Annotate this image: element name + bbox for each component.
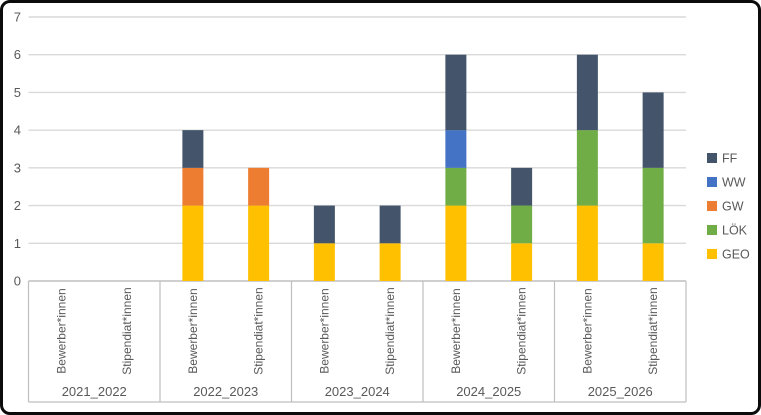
bar-segment-ff	[379, 205, 401, 244]
legend-item-ff: FF	[707, 152, 738, 166]
y-tick-label: 0	[14, 274, 21, 289]
y-tick-label: 1	[14, 236, 21, 251]
legend-item-lök: LÖK	[707, 224, 748, 238]
y-tick-label: 5	[14, 85, 21, 100]
legend-item-geo: GEO	[707, 248, 750, 262]
bar-segment-lök	[576, 130, 598, 206]
y-tick-label: 7	[14, 10, 21, 25]
subcategory-label: Stipendiat*innen	[252, 287, 266, 374]
subcategory-label: Bewerber*innen	[186, 288, 200, 373]
bar-segment-ff	[642, 92, 664, 168]
bar-segment-geo	[248, 205, 270, 281]
bar-segment-ff	[511, 167, 533, 206]
bar-segment-ff	[182, 130, 204, 168]
subcategory-label: Bewerber*innen	[449, 288, 463, 373]
subcategory-label: Bewerber*innen	[580, 288, 594, 373]
legend-swatch-icon	[707, 201, 717, 211]
y-tick-label: 4	[14, 123, 21, 138]
y-axis-tick-labels: 0 1 2 3 4 5 6 7	[14, 10, 21, 289]
group-label: 2021_2022	[62, 384, 127, 399]
group-label: 2022_2023	[193, 384, 258, 399]
bar-segment-ff	[445, 54, 467, 131]
legend-label: WW	[722, 176, 746, 190]
legend-swatch-icon	[707, 177, 717, 187]
legend-item-gw: GW	[707, 200, 744, 214]
subcategory-labels: Bewerber*innen Stipendiat*innen Bewerber*i…	[54, 287, 660, 374]
legend-swatch-icon	[707, 225, 717, 235]
bar-segment-ff	[576, 54, 598, 131]
subcategory-label: Bewerber*innen	[317, 288, 331, 373]
legend-label: LÖK	[722, 224, 748, 238]
y-tick-label: 2	[14, 198, 21, 213]
y-tick-label: 6	[14, 47, 21, 62]
bar-segment-geo	[379, 243, 401, 281]
subcategory-label: Stipendiat*innen	[515, 287, 529, 374]
bar-segment-geo	[445, 205, 467, 281]
legend: FF WW GW LÖK GEO	[707, 152, 750, 262]
bar-segment-gw	[182, 167, 204, 206]
bar-segment-lök	[511, 205, 533, 244]
bar-segment-geo	[576, 205, 598, 281]
bar-segment-ff	[313, 205, 335, 244]
legend-label: GW	[722, 200, 744, 214]
legend-item-ww: WW	[707, 176, 746, 190]
bar-segment-gw	[248, 167, 270, 206]
group-label: 2025_2026	[588, 384, 653, 399]
bars	[182, 54, 664, 281]
bar-segment-geo	[313, 243, 335, 281]
bar-segment-geo	[642, 243, 664, 281]
group-labels: 2021_2022 2022_2023 2023_2024 2024_2025 2025…	[62, 384, 653, 399]
legend-swatch-icon	[707, 249, 717, 259]
category-axis-box	[27, 280, 687, 403]
legend-swatch-icon	[707, 153, 717, 163]
y-tick-label: 3	[14, 160, 21, 175]
legend-label: GEO	[722, 248, 750, 262]
bar-segment-ww	[445, 130, 467, 168]
subcategory-label: Stipendiat*innen	[383, 287, 397, 374]
gridlines	[28, 16, 686, 244]
subcategory-label: Stipendiat*innen	[646, 287, 660, 374]
group-label: 2024_2025	[456, 384, 521, 399]
subcategory-label: Stipendiat*innen	[120, 287, 134, 374]
bar-segment-geo	[182, 205, 204, 281]
group-label: 2023_2024	[325, 384, 390, 399]
subcategory-label: Bewerber*innen	[54, 288, 68, 373]
bar-segment-lök	[445, 167, 467, 206]
bar-segment-geo	[511, 243, 533, 281]
bar-segment-lök	[642, 167, 664, 244]
legend-label: FF	[722, 152, 738, 166]
